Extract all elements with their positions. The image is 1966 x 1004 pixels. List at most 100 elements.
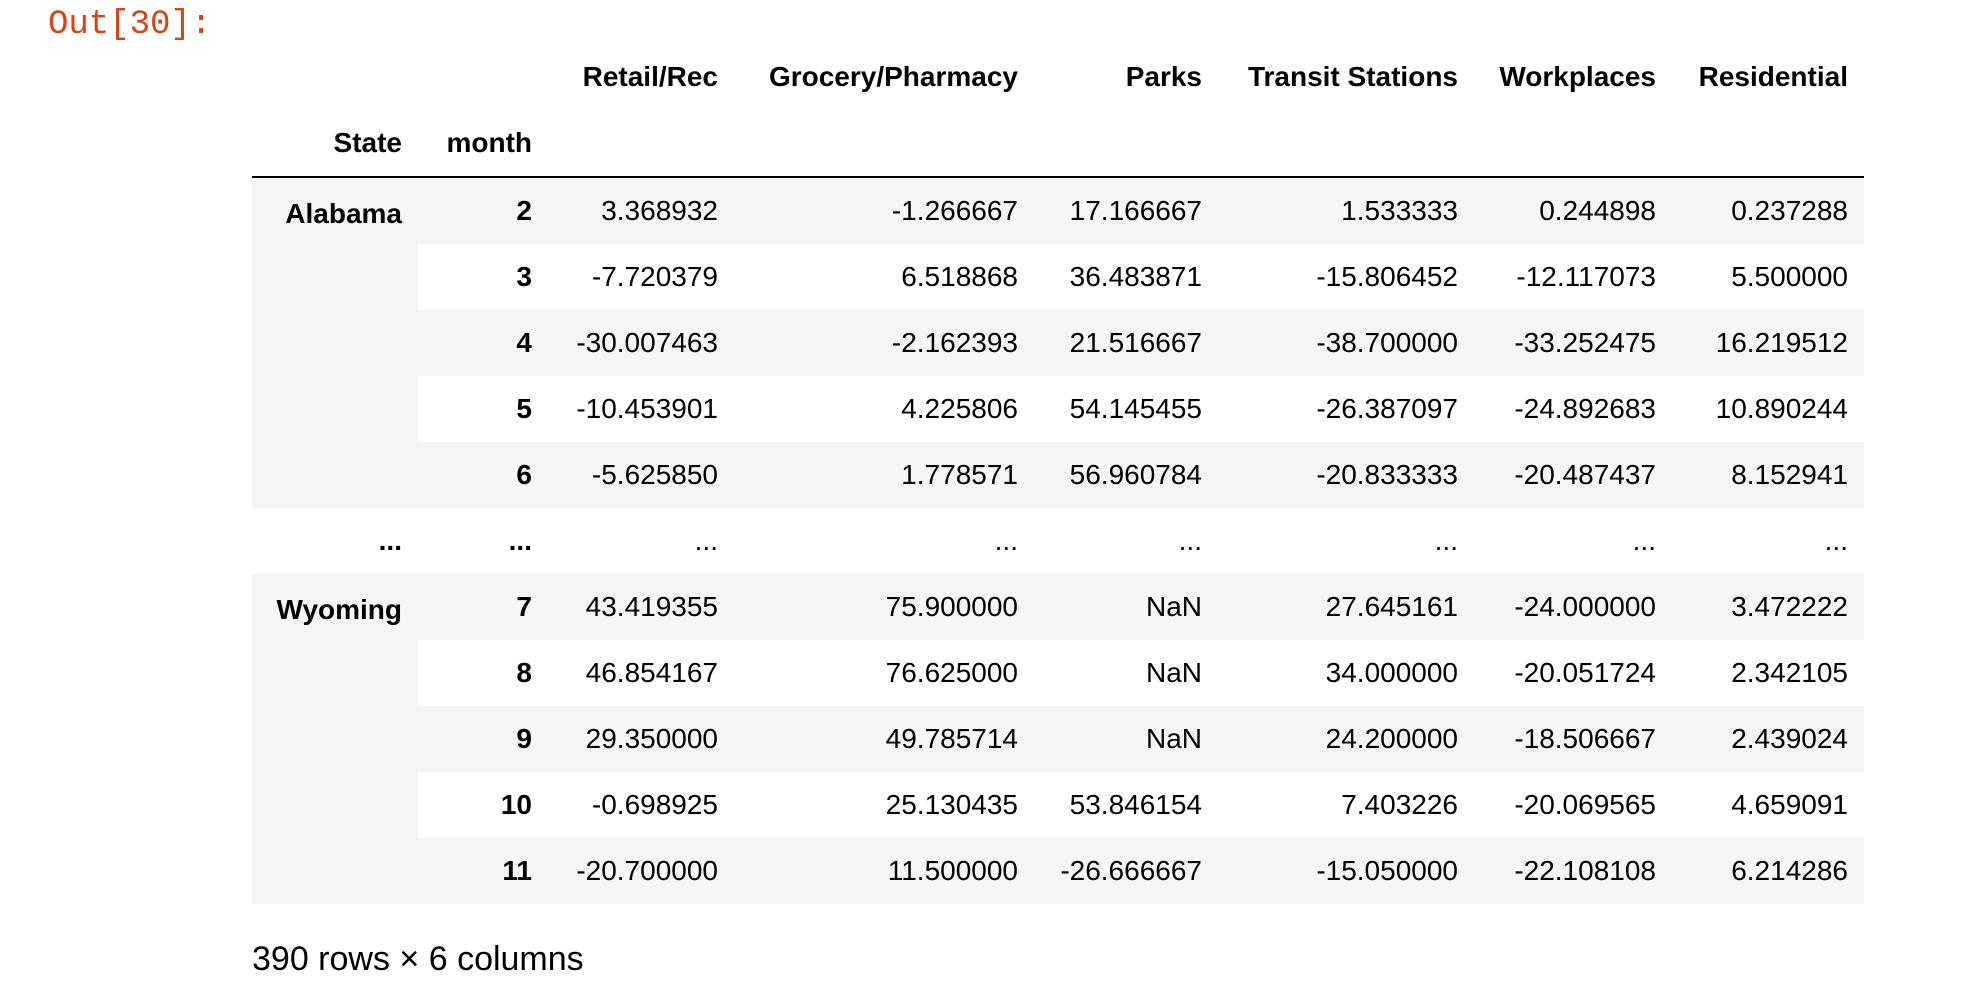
value-cell: 1.778571 [734,442,1034,508]
value-cell: 2.342105 [1672,640,1864,706]
month-index-cell: 3 [418,244,548,310]
value-cell: -10.453901 [548,376,734,442]
value-cell: -20.069565 [1474,772,1672,838]
value-cell: 1.533333 [1218,177,1474,244]
value-cell: -15.050000 [1218,838,1474,904]
value-cell: NaN [1034,574,1218,640]
column-header: Retail/Rec [582,61,718,92]
month-index-cell: 11 [418,838,548,904]
month-index-cell: 5 [418,376,548,442]
output-prompt: Out[30]: [48,6,212,44]
ellipsis-cell: ... [1034,508,1218,574]
value-cell: 3.472222 [1672,574,1864,640]
value-cell: -38.700000 [1218,310,1474,376]
column-header: Residential [1698,61,1848,92]
blank-header-cell [418,44,548,110]
blank-header-cell [1672,110,1864,177]
month-index-cell: 4 [418,310,548,376]
value-cell: 25.130435 [734,772,1034,838]
value-cell: 7.403226 [1218,772,1474,838]
value-cell: 4.225806 [734,376,1034,442]
month-index-cell: 6 [418,442,548,508]
ellipsis-row: ........................ [252,508,1864,574]
table-row: 5 -10.453901 4.225806 54.145455 -26.387097 -2… [252,376,1864,442]
value-cell: 49.785714 [734,706,1034,772]
table-row: 3 -7.720379 6.518868 36.483871 -15.806452 -12… [252,244,1864,310]
value-cell: 6.518868 [734,244,1034,310]
value-cell: -20.487437 [1474,442,1672,508]
ellipsis-cell: ... [418,508,548,574]
month-index-cell: 10 [418,772,548,838]
value-cell: 56.960784 [1034,442,1218,508]
index-name-row: State month [252,110,1864,177]
value-cell: 11.500000 [734,838,1034,904]
value-cell: 8.152941 [1672,442,1864,508]
value-cell: 76.625000 [734,640,1034,706]
value-cell: -18.506667 [1474,706,1672,772]
ellipsis-cell: ... [1218,508,1474,574]
value-cell: -20.833333 [1218,442,1474,508]
ellipsis-cell: ... [734,508,1034,574]
value-cell: 5.500000 [1672,244,1864,310]
value-cell: 6.214286 [1672,838,1864,904]
ellipsis-cell: ... [548,508,734,574]
value-cell: -30.007463 [548,310,734,376]
value-cell: 17.166667 [1034,177,1218,244]
table-row: Alabama 2 3.368932 -1.266667 17.166667 1.5333… [252,177,1864,508]
blank-header-cell [252,44,418,110]
blank-header-cell [1218,110,1474,177]
value-cell: -33.252475 [1474,310,1672,376]
value-cell: -22.108108 [1474,838,1672,904]
value-cell: 53.846154 [1034,772,1218,838]
ellipsis-cell: ... [1474,508,1672,574]
value-cell: 24.200000 [1218,706,1474,772]
month-index-cell: 9 [418,706,548,772]
value-cell: -2.162393 [734,310,1034,376]
table-row: 8 46.854167 76.625000 NaN 34.000000 -20.05172… [252,640,1864,706]
table-row: 10 -0.698925 25.130435 53.846154 7.403226 -20… [252,772,1864,838]
value-cell: -5.625850 [548,442,734,508]
index-name-state: State [333,127,402,158]
column-header: Grocery/Pharmacy [768,61,1018,92]
value-cell: -12.117073 [1474,244,1672,310]
blank-header-cell [734,110,1034,177]
value-cell: 16.219512 [1672,310,1864,376]
table-row: 11 -20.700000 11.500000 -26.666667 -15.05000… [252,838,1864,904]
month-index-cell: 8 [418,640,548,706]
column-header: Parks [1125,61,1202,92]
value-cell: -24.000000 [1474,574,1672,640]
value-cell: 2.439024 [1672,706,1864,772]
value-cell: 0.237288 [1672,177,1864,244]
column-header: Transit Stations [1247,61,1458,92]
dataframe-output: Retail/Rec Grocery/Pharmacy Parks Transi… [252,44,1864,904]
value-cell: -1.266667 [734,177,1034,244]
value-cell: NaN [1034,640,1218,706]
value-cell: -20.700000 [548,838,734,904]
value-cell: 29.350000 [548,706,734,772]
value-cell: 21.516667 [1034,310,1218,376]
value-cell: 54.145455 [1034,376,1218,442]
value-cell: 46.854167 [548,640,734,706]
table-row: 6 -5.625850 1.778571 56.960784 -20.833333 -20… [252,442,1864,508]
column-header-row: Retail/Rec Grocery/Pharmacy Parks Transi… [252,44,1864,110]
column-header: Workplaces [1499,61,1656,92]
value-cell: 75.900000 [734,574,1034,640]
value-cell: 34.000000 [1218,640,1474,706]
blank-header-cell [1474,110,1672,177]
value-cell: -0.698925 [548,772,734,838]
value-cell: 0.244898 [1474,177,1672,244]
dataframe-table: Retail/Rec Grocery/Pharmacy Parks Transi… [252,44,1864,904]
table-body: Alabama 2 3.368932 -1.266667 17.166667 1.5333… [252,177,1864,904]
value-cell: 27.645161 [1218,574,1474,640]
value-cell: -20.051724 [1474,640,1672,706]
value-cell: -26.666667 [1034,838,1218,904]
table-row: Wyoming 7 43.419355 75.900000 NaN 27.645161 -2… [252,574,1864,904]
value-cell: 4.659091 [1672,772,1864,838]
ellipsis-cell: ... [1672,508,1864,574]
blank-header-cell [548,110,734,177]
value-cell: 43.419355 [548,574,734,640]
month-index-cell: 2 [418,177,548,244]
value-cell: 36.483871 [1034,244,1218,310]
value-cell: NaN [1034,706,1218,772]
value-cell: 10.890244 [1672,376,1864,442]
